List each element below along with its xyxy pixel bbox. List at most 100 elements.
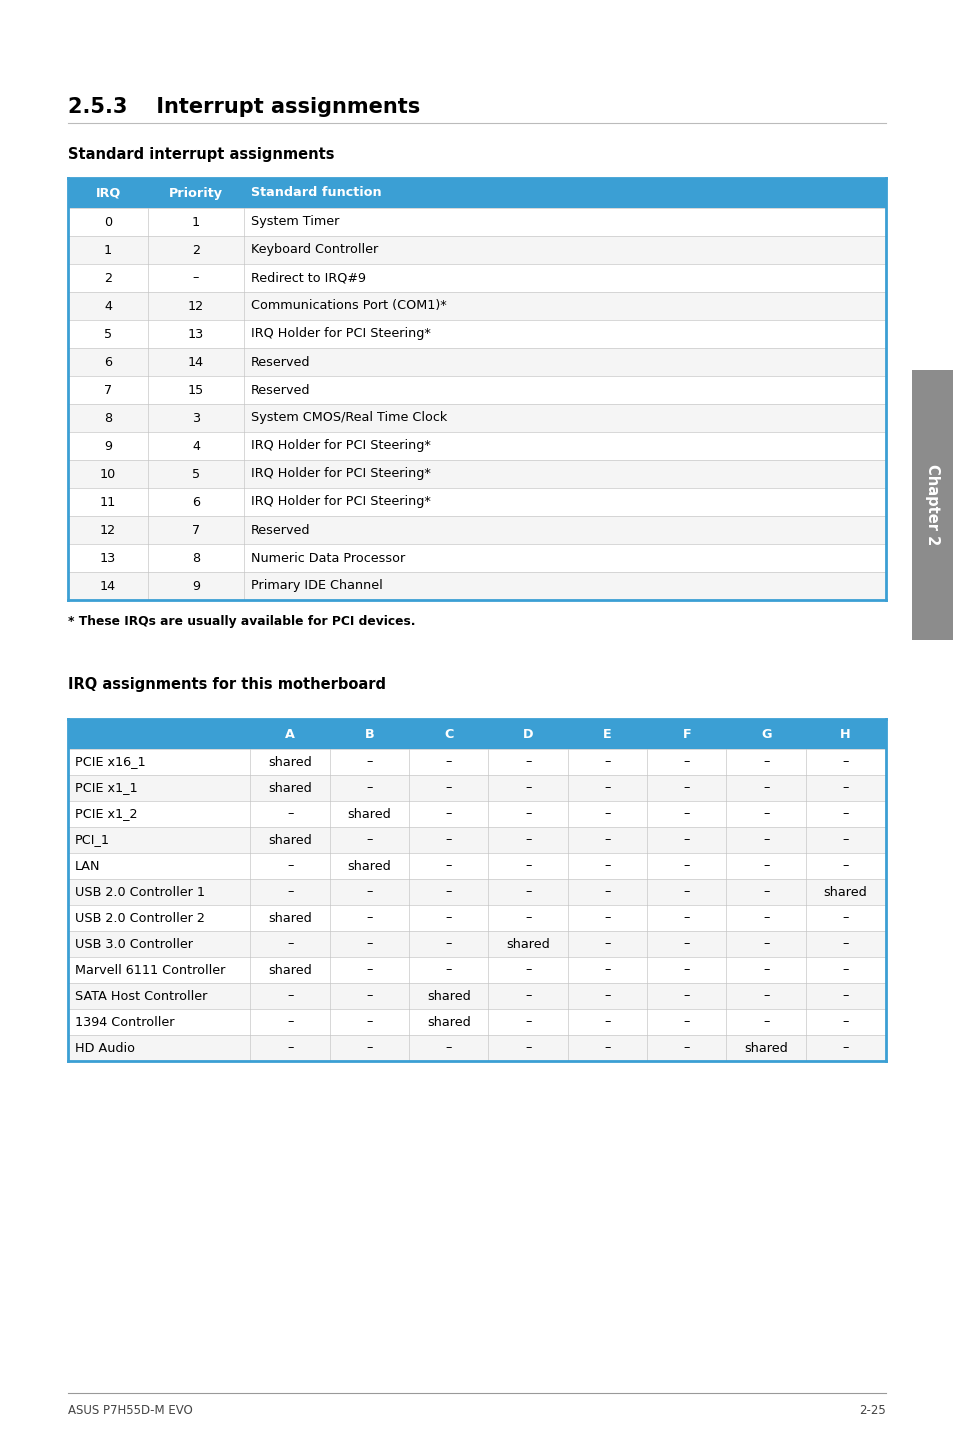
Text: shared: shared: [268, 963, 312, 976]
Text: 3: 3: [192, 411, 200, 424]
Text: Communications Port (COM1)*: Communications Port (COM1)*: [251, 299, 446, 312]
Text: –: –: [762, 808, 768, 821]
Text: Redirect to IRQ#9: Redirect to IRQ#9: [251, 272, 366, 285]
Text: –: –: [683, 860, 689, 873]
Text: –: –: [287, 860, 293, 873]
Text: System CMOS/Real Time Clock: System CMOS/Real Time Clock: [251, 411, 447, 424]
Text: –: –: [193, 272, 199, 285]
Text: –: –: [524, 1041, 531, 1054]
Bar: [68, 1009, 885, 1035]
Bar: [68, 775, 885, 801]
Text: –: –: [366, 886, 373, 899]
Text: USB 2.0 Controller 2: USB 2.0 Controller 2: [75, 912, 205, 925]
Bar: [68, 749, 885, 775]
Bar: [68, 544, 885, 572]
Text: A: A: [285, 728, 294, 741]
Text: 9: 9: [192, 580, 200, 592]
Text: –: –: [841, 1041, 848, 1054]
Bar: [68, 930, 885, 958]
Text: IRQ Holder for PCI Steering*: IRQ Holder for PCI Steering*: [251, 328, 431, 341]
Bar: [68, 572, 885, 600]
Text: –: –: [445, 755, 452, 768]
Bar: [68, 487, 885, 516]
Text: G: G: [760, 728, 771, 741]
Text: –: –: [603, 989, 610, 1002]
Text: –: –: [603, 834, 610, 847]
Text: 7: 7: [104, 384, 112, 397]
Text: PCI_1: PCI_1: [75, 834, 110, 847]
Text: –: –: [524, 963, 531, 976]
Text: 5: 5: [104, 328, 112, 341]
Text: –: –: [287, 1015, 293, 1028]
Bar: [68, 265, 885, 292]
Text: –: –: [762, 938, 768, 951]
Text: USB 2.0 Controller 1: USB 2.0 Controller 1: [75, 886, 205, 899]
Bar: [68, 375, 885, 404]
Text: –: –: [366, 1041, 373, 1054]
Text: –: –: [841, 938, 848, 951]
Bar: [68, 209, 885, 236]
Text: IRQ Holder for PCI Steering*: IRQ Holder for PCI Steering*: [251, 440, 431, 453]
Text: IRQ assignments for this motherboard: IRQ assignments for this motherboard: [68, 676, 386, 692]
Text: 13: 13: [188, 328, 204, 341]
Bar: [68, 879, 885, 905]
Text: –: –: [762, 781, 768, 795]
Text: –: –: [524, 886, 531, 899]
Text: HD Audio: HD Audio: [75, 1041, 135, 1054]
Text: –: –: [762, 860, 768, 873]
Bar: [68, 958, 885, 984]
Text: 6: 6: [192, 496, 200, 509]
Text: –: –: [683, 1041, 689, 1054]
Text: Priority: Priority: [169, 187, 223, 200]
Text: B: B: [364, 728, 374, 741]
Text: –: –: [366, 781, 373, 795]
Text: System Timer: System Timer: [251, 216, 339, 229]
Text: C: C: [444, 728, 453, 741]
Text: –: –: [366, 755, 373, 768]
Text: –: –: [524, 808, 531, 821]
Text: –: –: [841, 808, 848, 821]
Text: –: –: [841, 989, 848, 1002]
Text: 1: 1: [192, 216, 200, 229]
Text: –: –: [683, 886, 689, 899]
Text: –: –: [366, 938, 373, 951]
Text: –: –: [603, 886, 610, 899]
Text: –: –: [603, 781, 610, 795]
Text: shared: shared: [426, 989, 470, 1002]
Text: shared: shared: [347, 808, 391, 821]
Bar: [68, 905, 885, 930]
Text: 2: 2: [104, 272, 112, 285]
Text: 12: 12: [100, 523, 116, 536]
Text: Reserved: Reserved: [251, 355, 310, 368]
Text: shared: shared: [347, 860, 391, 873]
Bar: [68, 1035, 885, 1061]
Text: –: –: [445, 781, 452, 795]
Text: –: –: [603, 1041, 610, 1054]
Text: –: –: [683, 912, 689, 925]
Text: –: –: [287, 808, 293, 821]
Text: –: –: [366, 912, 373, 925]
Text: 14: 14: [100, 580, 116, 592]
Text: –: –: [287, 938, 293, 951]
Text: IRQ Holder for PCI Steering*: IRQ Holder for PCI Steering*: [251, 496, 431, 509]
Text: 15: 15: [188, 384, 204, 397]
Text: –: –: [445, 938, 452, 951]
Text: –: –: [841, 755, 848, 768]
Text: –: –: [524, 834, 531, 847]
Text: –: –: [603, 912, 610, 925]
Text: Keyboard Controller: Keyboard Controller: [251, 243, 377, 256]
Text: 2.5.3    Interrupt assignments: 2.5.3 Interrupt assignments: [68, 96, 420, 116]
Text: D: D: [522, 728, 533, 741]
Text: shared: shared: [268, 755, 312, 768]
Text: 1: 1: [104, 243, 112, 256]
Bar: [68, 460, 885, 487]
Text: –: –: [683, 963, 689, 976]
Text: –: –: [841, 963, 848, 976]
Text: Reserved: Reserved: [251, 523, 310, 536]
Text: –: –: [445, 886, 452, 899]
Text: –: –: [683, 938, 689, 951]
Text: –: –: [445, 834, 452, 847]
Text: 8: 8: [192, 552, 200, 565]
Text: 8: 8: [104, 411, 112, 424]
Text: 7: 7: [192, 523, 200, 536]
